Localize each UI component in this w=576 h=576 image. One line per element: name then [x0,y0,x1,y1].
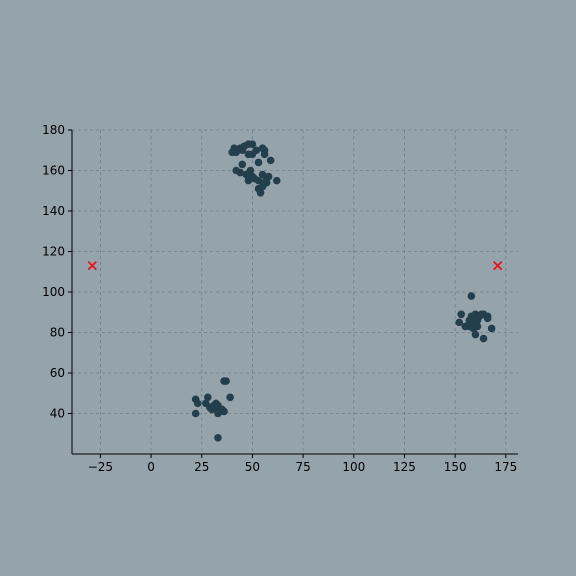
y-tick-label: 140 [42,204,65,218]
data-point [264,172,273,181]
data-point [242,170,251,179]
data-points [87,140,503,442]
y-tick-label: 120 [42,245,65,259]
x-tick-label: 125 [393,460,416,474]
data-point [214,409,222,418]
data-point [238,146,247,155]
data-point [191,409,200,418]
y-tick-label: 60 [50,366,65,380]
x-tick-label: 50 [245,460,260,474]
data-point [236,168,245,177]
data-point [256,188,265,197]
y-axis-ticks: 40 60 80 100 120 140 160 180 [42,123,72,421]
x-marker [87,261,97,271]
x-tick-label: 150 [444,460,467,474]
data-point [483,314,492,323]
data-point [487,324,496,333]
data-point [272,176,281,185]
data-point [457,310,466,319]
x-tick-label: 100 [342,460,365,474]
data-point [471,320,480,329]
data-point [222,377,230,385]
x-tick-label: 25 [194,460,209,474]
data-point [250,174,259,183]
x-tick-label: 0 [147,460,155,474]
data-point [193,399,202,408]
y-tick-label: 40 [50,407,65,421]
x-axis-ticks: −25 0 25 50 75 100 125 150 175 [88,454,517,474]
data-point [226,393,234,402]
x-tick-label: 175 [494,460,517,474]
data-point [248,140,257,148]
data-point [471,330,480,339]
data-point [262,178,271,187]
data-point [220,407,228,416]
data-point [204,393,212,402]
grid [72,129,518,454]
x-marker [493,261,503,271]
y-tick-label: 160 [42,164,65,178]
data-point [479,334,488,343]
data-point [248,150,257,159]
data-point [244,176,253,185]
data-point [266,156,275,165]
data-point [238,160,247,169]
y-tick-label: 180 [42,123,65,137]
data-point [455,318,464,327]
x-tick-label: 75 [295,460,310,474]
data-point [260,150,269,159]
y-tick-label: 80 [50,326,65,340]
y-tick-label: 100 [42,285,65,299]
x-tick-label: −25 [88,460,113,474]
data-point [214,434,222,442]
data-point [467,292,476,300]
data-point [254,158,263,167]
